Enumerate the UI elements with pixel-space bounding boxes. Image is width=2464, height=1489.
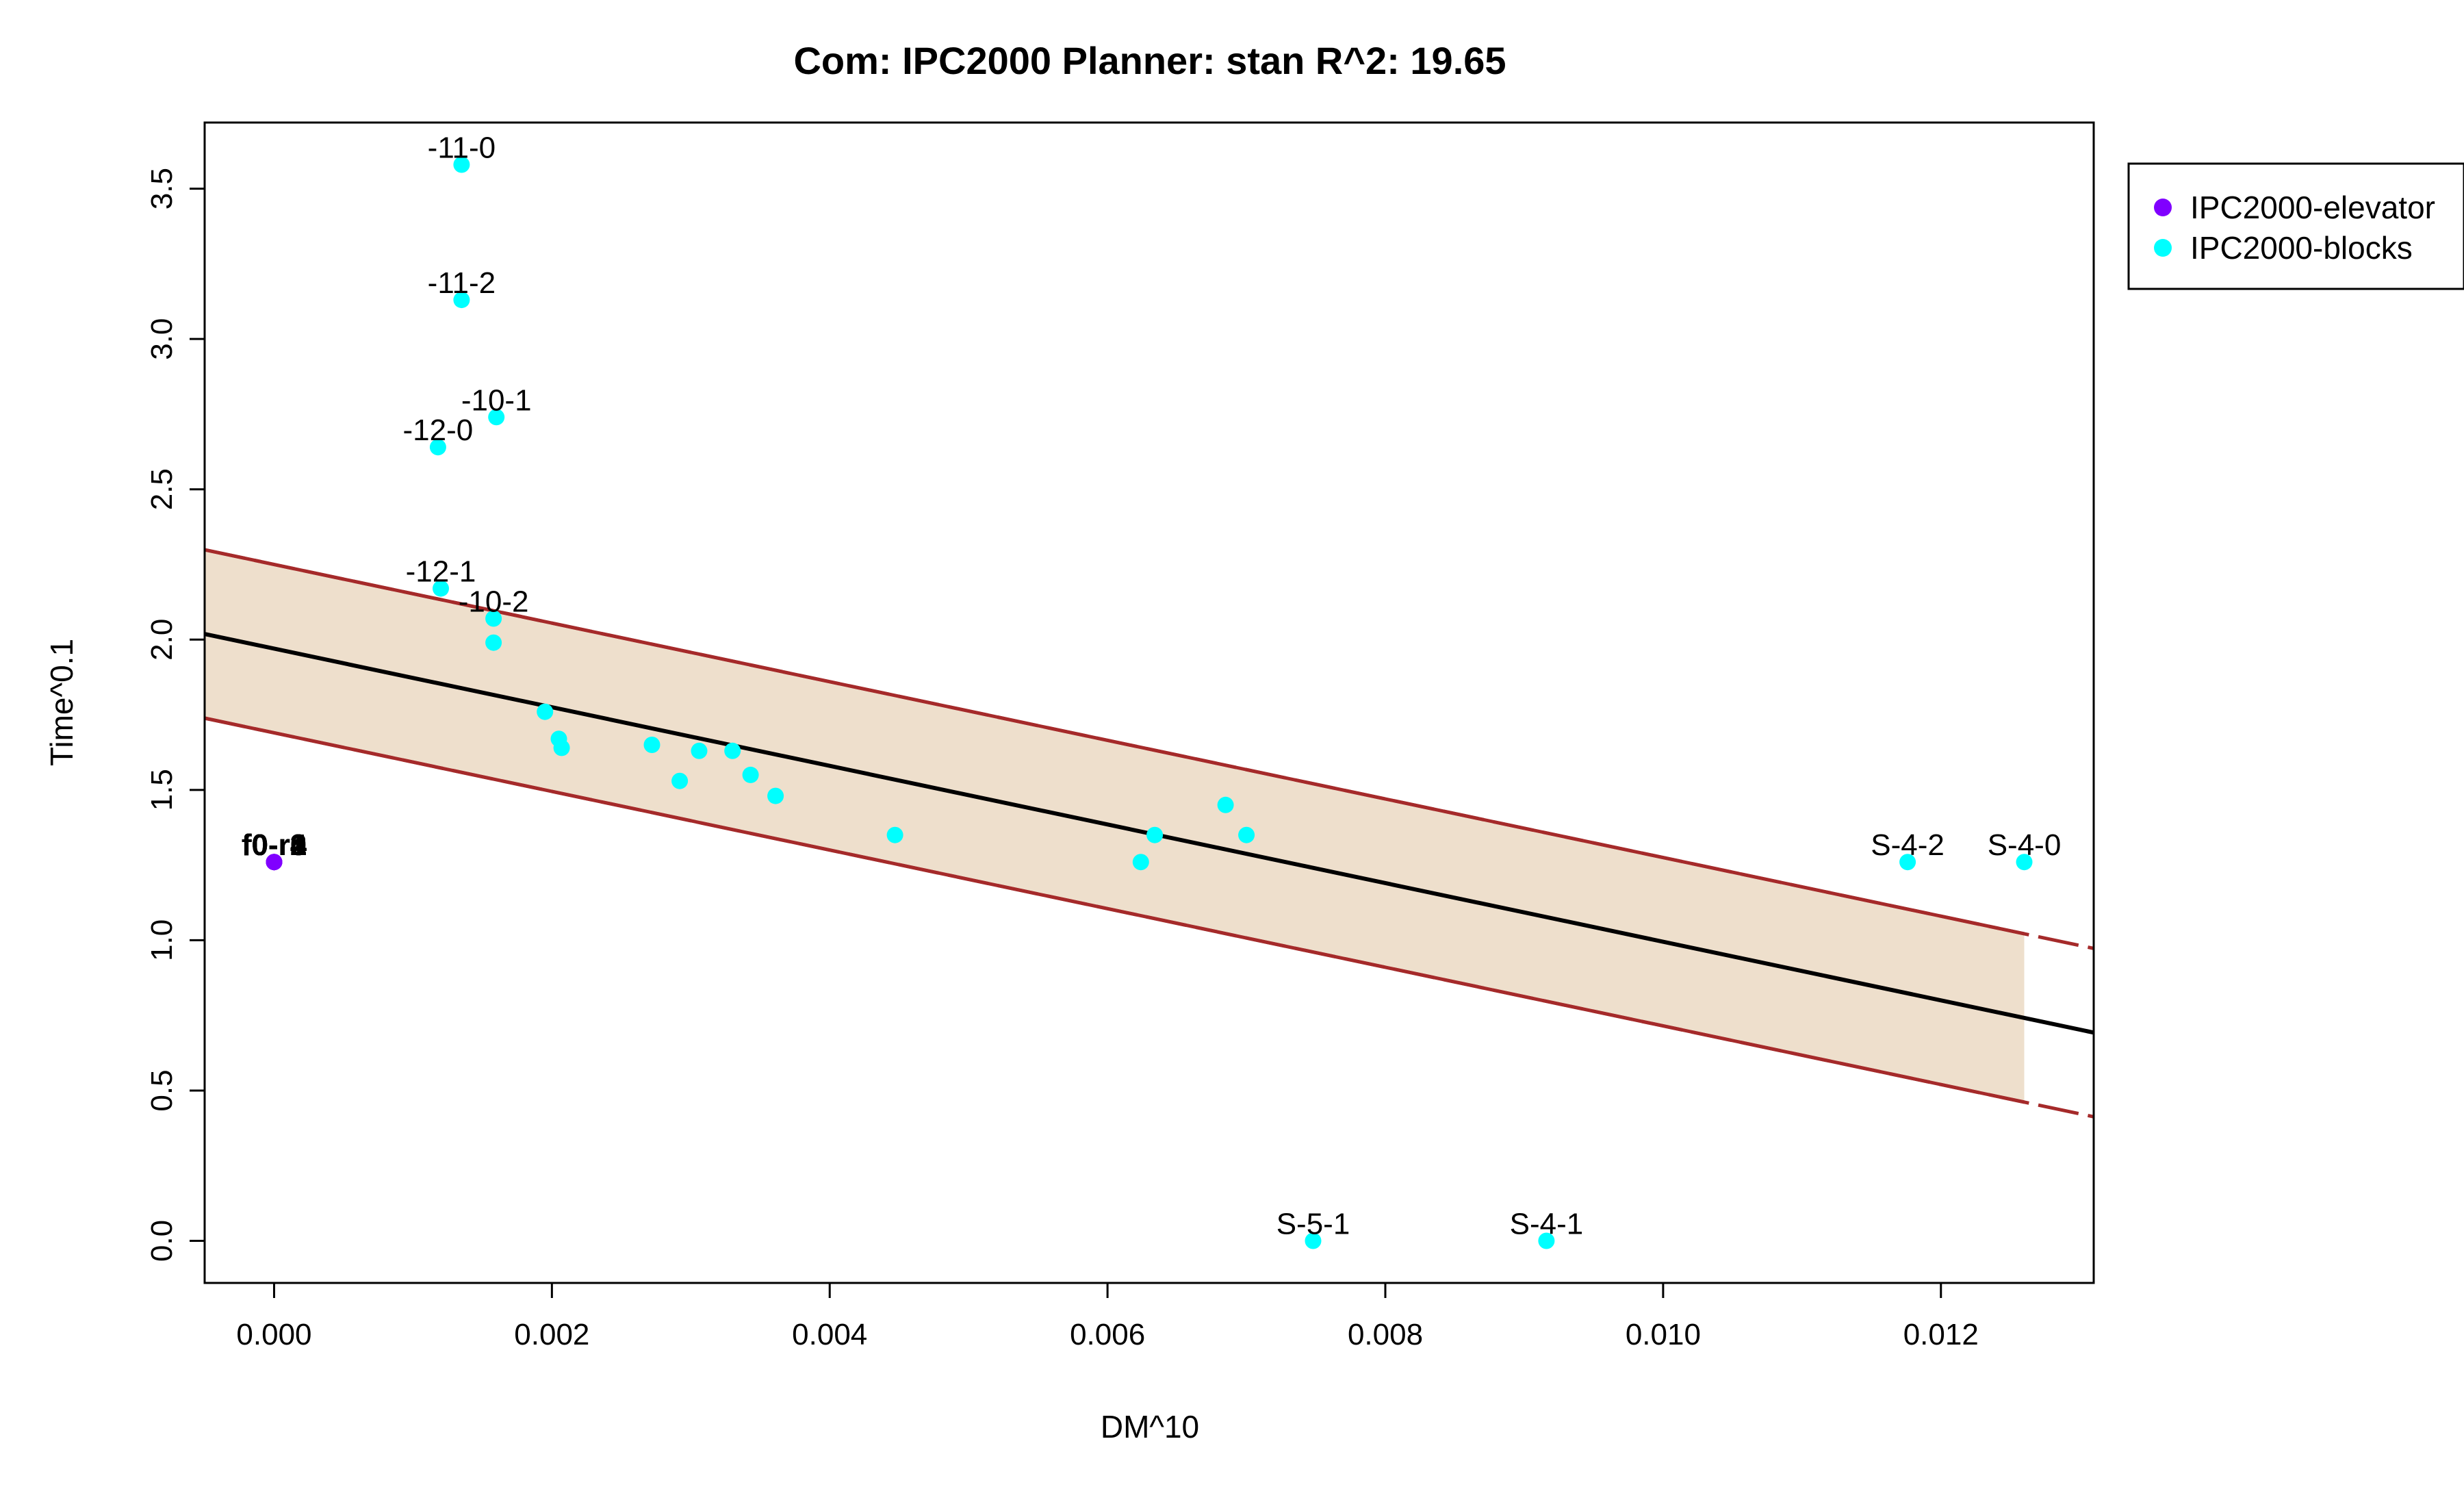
point-label: -10-2 — [459, 585, 529, 619]
point-label: f0-r4 — [242, 828, 307, 862]
point-label: S-5-1 — [1276, 1208, 1350, 1241]
data-point-blocks — [553, 739, 570, 756]
lower-bound-line — [204, 716, 2025, 1104]
y-axis: 0.0 0.5 1.0 1.5 2.0 2.5 3.0 3.5 — [145, 168, 206, 1262]
data-point-blocks — [742, 766, 759, 783]
legend-marker-blocks — [2154, 239, 2172, 257]
legend-label-elevator: IPC2000-elevator — [2190, 190, 2435, 225]
x-tick-label: 0.008 — [1348, 1318, 1423, 1351]
data-point-blocks — [1305, 1232, 1322, 1249]
point-label: -12-1 — [406, 555, 476, 589]
point-label: f0-r0 — [242, 828, 307, 862]
x-tick-label: 0.012 — [1903, 1318, 1979, 1351]
data-point-blocks — [691, 742, 708, 759]
point-label: -11-2 — [428, 266, 496, 300]
data-point-blocks — [485, 610, 502, 627]
data-point-blocks — [453, 292, 470, 309]
data-point-blocks — [724, 742, 741, 759]
data-point-blocks — [1538, 1232, 1555, 1249]
y-tick-label: 3.5 — [145, 168, 179, 209]
point-label: f0-r2 — [242, 828, 307, 862]
data-point-blocks — [1899, 854, 1916, 871]
data-point-blocks — [1146, 826, 1164, 843]
point-label: -11-0 — [428, 131, 496, 165]
data-point-blocks — [488, 409, 505, 426]
data-point-blocks — [1238, 826, 1255, 843]
point-label: f0-r3 — [242, 828, 307, 862]
y-tick-label: 1.5 — [145, 769, 179, 811]
data-point-blocks — [429, 439, 446, 456]
y-tick-label: 2.5 — [145, 468, 179, 510]
data-point-blocks — [453, 156, 470, 173]
y-axis-label: Time^0.1 — [44, 639, 79, 766]
x-tick-label: 0.004 — [792, 1318, 867, 1351]
point-label: f0-r1 — [242, 828, 307, 862]
point-label: S-4-2 — [1871, 828, 1945, 862]
y-tick-label: 1.0 — [145, 919, 179, 961]
data-points — [266, 156, 2033, 1249]
x-axis-label: DM^10 — [1101, 1409, 1199, 1445]
y-tick-label: 3.0 — [145, 318, 179, 360]
x-tick-label: 0.002 — [514, 1318, 589, 1351]
data-point-blocks — [671, 772, 689, 789]
data-point-blocks — [2016, 854, 2033, 871]
legend-box — [2127, 162, 2464, 290]
data-point-blocks — [485, 634, 502, 651]
point-label: -10-1 — [461, 383, 532, 417]
y-tick-label: 0.5 — [145, 1069, 179, 1111]
data-point-blocks — [537, 703, 554, 720]
data-point-elevator — [266, 854, 283, 871]
x-axis: 0.000 0.002 0.004 0.006 0.008 0.010 0.012 — [236, 1282, 1979, 1351]
legend-label-blocks: IPC2000-blocks — [2190, 230, 2413, 266]
data-point-blocks — [1217, 796, 1234, 813]
y-tick-label: 2.0 — [145, 619, 179, 661]
y-tick-label: 0.0 — [145, 1220, 179, 1262]
legend-marker-elevator — [2154, 199, 2172, 216]
point-label: S-4-0 — [1988, 828, 2062, 862]
chart-title: Com: IPC2000 Planner: stan R^2: 19.65 — [793, 39, 1506, 82]
upper-bound-line — [204, 548, 2025, 936]
data-point-blocks — [886, 826, 903, 843]
data-point-blocks — [1132, 854, 1149, 871]
data-point-blocks — [643, 737, 660, 753]
point-label: -12-0 — [403, 413, 474, 447]
x-tick-label: 0.006 — [1070, 1318, 1145, 1351]
legend: IPC2000-elevator IPC2000-blocks — [2127, 162, 2464, 290]
x-tick-label: 0.000 — [236, 1318, 311, 1351]
point-label: S-4-1 — [1510, 1208, 1584, 1241]
data-point-blocks — [767, 787, 784, 804]
data-point-blocks — [433, 580, 449, 597]
x-tick-label: 0.010 — [1626, 1318, 1701, 1351]
